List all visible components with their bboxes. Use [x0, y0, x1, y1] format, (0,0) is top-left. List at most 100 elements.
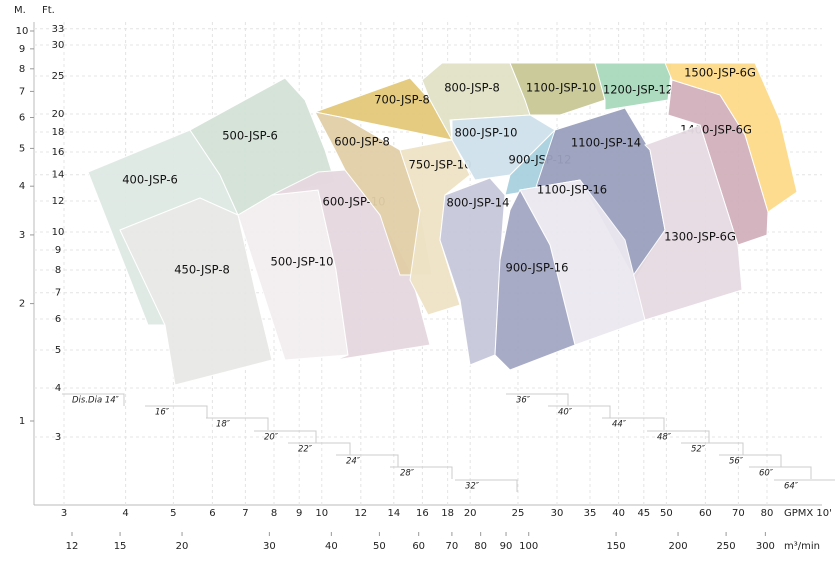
- gpm-axis-title: GPMX 10': [784, 508, 832, 519]
- gpm-tick-label: 80: [761, 508, 774, 519]
- discharge-diameter: 64″: [784, 482, 799, 492]
- discharge-diameter: Dis.Dia 14″: [72, 396, 120, 406]
- discharge-diameter: 20″: [264, 433, 279, 443]
- step-line: [390, 466, 453, 479]
- m-tick-label: 10: [16, 26, 29, 37]
- ft-tick-label: 5: [55, 345, 61, 356]
- step-line: [681, 442, 744, 455]
- m3-tick-label: 300: [756, 541, 775, 552]
- gpm-tick-label: 40: [612, 508, 625, 519]
- gpm-tick-label: 9: [296, 508, 302, 519]
- region-label: 900-JSP-16: [506, 261, 569, 275]
- gpm-tick-label: 4: [122, 508, 128, 519]
- m3-tick-label: 90: [500, 541, 513, 552]
- gpm-tick-label: 45: [637, 508, 650, 519]
- discharge-diameter: 44″: [612, 420, 627, 430]
- step-line: [336, 454, 399, 467]
- pump-region: [119, 197, 273, 386]
- gpm-tick-label: 5: [170, 508, 176, 519]
- m3-tick-label: 100: [519, 541, 538, 552]
- discharge-diameter: 40″: [558, 408, 573, 418]
- region-label: 450-JSP-8: [174, 263, 230, 277]
- region-label: 800-JSP-14: [447, 196, 510, 210]
- m3-tick-label: 250: [717, 541, 736, 552]
- ft-tick-label: 7: [55, 288, 61, 299]
- gpm-tick-label: 50: [660, 508, 673, 519]
- pump-region: [494, 188, 576, 371]
- ft-tick-label: 3: [55, 432, 61, 443]
- region-label: 1200-JSP-12: [603, 83, 673, 97]
- ft-tick-label: 16: [52, 147, 65, 158]
- step-line: [145, 405, 208, 418]
- discharge-diameter: 24″: [346, 457, 361, 467]
- step-line: [455, 479, 518, 492]
- m-tick-label: 2: [19, 299, 25, 310]
- region-label: 400-JSP-6: [122, 173, 178, 187]
- m3-tick-label: 50: [373, 541, 386, 552]
- pump-region: [271, 169, 431, 361]
- ft-axis-title: Ft.: [42, 5, 55, 16]
- discharge-diameter: 28″: [400, 469, 415, 479]
- discharge-diameter: 52″: [691, 445, 706, 455]
- m-tick-label: 7: [19, 86, 25, 97]
- m3-tick-label: 60: [412, 541, 425, 552]
- pump-region: [399, 139, 471, 316]
- step-line: [749, 466, 812, 479]
- step-line: [719, 454, 782, 467]
- region-label: 1300-JSP-6G: [664, 230, 736, 244]
- step-line: [506, 393, 569, 406]
- ft-tick-label: 25: [52, 71, 65, 82]
- ft-tick-label: 18: [52, 127, 65, 138]
- region-label: 800-JSP-8: [444, 81, 500, 95]
- step-line: [774, 479, 835, 481]
- gpm-tick-label: 60: [699, 508, 712, 519]
- region-label: 600-JSP-8: [334, 135, 390, 149]
- m-tick-label: 4: [19, 181, 25, 192]
- region-label: 1100-JSP-10: [526, 81, 596, 95]
- ft-tick-label: 30: [52, 40, 65, 51]
- gpm-tick-label: 30: [551, 508, 564, 519]
- gpm-tick-label: 10: [315, 508, 328, 519]
- m3-axis-title: m³/min: [784, 541, 820, 552]
- gpm-tick-label: 6: [209, 508, 215, 519]
- discharge-diameter: 16″: [155, 408, 170, 418]
- m3-tick-label: 70: [446, 541, 459, 552]
- m-axis-title: M.: [14, 5, 26, 16]
- region-label: 1100-JSP-14: [571, 136, 641, 150]
- gpm-tick-label: 14: [387, 508, 400, 519]
- gpm-tick-label: 8: [271, 508, 277, 519]
- m3-tick-label: 12: [66, 541, 79, 552]
- ft-tick-label: 6: [55, 314, 61, 325]
- region-label: 500-JSP-6: [222, 129, 278, 143]
- m3-tick-label: 80: [474, 541, 487, 552]
- gpm-tick-label: 18: [441, 508, 454, 519]
- m3-tick-label: 200: [668, 541, 687, 552]
- m-tick-label: 1: [19, 416, 25, 427]
- ft-tick-label: 20: [52, 109, 65, 120]
- gpm-tick-label: 3: [61, 508, 67, 519]
- gpm-tick-label: 20: [464, 508, 477, 519]
- m3-tick-label: 20: [176, 541, 189, 552]
- m-tick-label: 5: [19, 143, 25, 154]
- step-line: [62, 393, 125, 406]
- ft-tick-label: 33: [52, 24, 65, 35]
- region-label: 1100-JSP-16: [537, 183, 607, 197]
- step-line: [548, 405, 611, 418]
- pump-region: [594, 62, 673, 111]
- region-label: 750-JSP-10: [409, 158, 472, 172]
- region-label: 800-JSP-10: [455, 126, 518, 140]
- step-line: [254, 430, 317, 443]
- ft-tick-label: 8: [55, 265, 61, 276]
- m3-tick-label: 15: [114, 541, 127, 552]
- discharge-diameter: 60″: [759, 469, 774, 479]
- step-line: [288, 442, 351, 455]
- ft-tick-label: 12: [52, 196, 65, 207]
- discharge-diameter: 18″: [216, 420, 231, 430]
- m3-tick-label: 30: [263, 541, 276, 552]
- region-label: 500-JSP-10: [271, 255, 334, 269]
- step-line: [647, 430, 710, 443]
- gpm-tick-label: 70: [732, 508, 745, 519]
- step-line: [602, 417, 665, 430]
- gpm-tick-label: 12: [354, 508, 367, 519]
